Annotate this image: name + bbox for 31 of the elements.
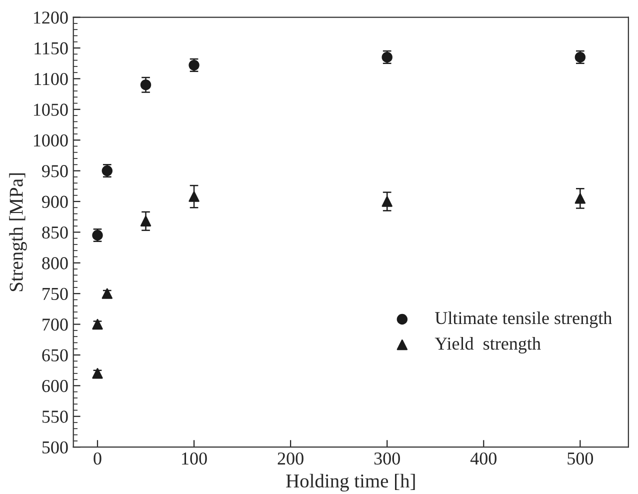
y-tick-label: 600	[42, 380, 68, 392]
y-tick-label: 1050	[34, 104, 68, 116]
y-tick-label: 900	[42, 196, 68, 208]
x-tick-label: 400	[470, 452, 496, 465]
y-tick-label: 750	[42, 288, 68, 300]
x-tick-label: 500	[568, 452, 594, 465]
point	[102, 288, 113, 299]
y-tick-label: 1000	[34, 134, 68, 147]
y-tick-label: 950	[42, 165, 68, 178]
y-tick-label: 800	[42, 257, 68, 270]
point	[140, 216, 152, 226]
point	[382, 196, 392, 207]
point	[574, 193, 586, 204]
y-tick-label: 1150	[34, 42, 68, 54]
y-tick-label: 700	[42, 318, 68, 331]
point	[140, 79, 152, 90]
x-tick-label: 200	[278, 452, 304, 465]
y-tick-label: 550	[42, 410, 68, 423]
y-tick-label: 1100	[34, 72, 68, 86]
legend-label: Ultimate tensile strength	[435, 311, 612, 328]
x-tick-label: 100	[182, 452, 207, 465]
x-tick-label: 300	[374, 452, 400, 465]
point	[188, 191, 200, 202]
y-tick-label: 500	[42, 441, 68, 454]
y-axis-title: Strength [MPa]	[9, 173, 27, 292]
legend-label: Yield strength	[434, 337, 541, 354]
y-tick-label: 850	[42, 226, 68, 239]
x-tick-label: 0	[94, 452, 102, 465]
y-tick-label: 1200	[34, 12, 68, 24]
y-tick-label: 650	[42, 349, 68, 362]
x-axis-title: Holding time [h]	[286, 474, 415, 492]
